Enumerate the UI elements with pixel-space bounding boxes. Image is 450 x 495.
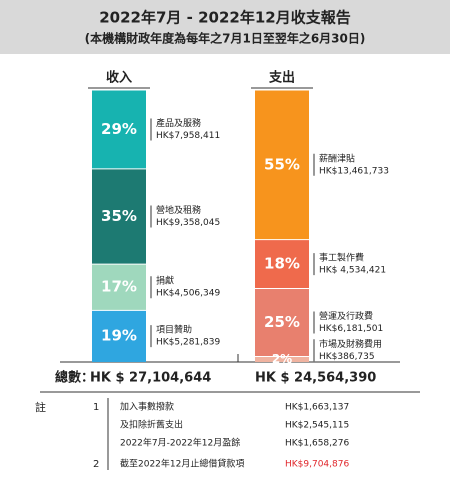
- segment-amount: HK$5,281,839: [156, 338, 220, 348]
- segment-amount: HK$4,506,349: [156, 289, 220, 299]
- note-text: 截至2022年12月止總借貸款項: [120, 458, 244, 470]
- segment-amount: HK$7,958,411: [156, 131, 220, 141]
- segment-percent: 18%: [264, 255, 300, 273]
- segment-percent: 2%: [272, 352, 292, 366]
- segment-percent: 25%: [264, 313, 300, 331]
- total-amount: HK $ 27,104,644: [90, 371, 211, 386]
- note-amount: HK$9,704,876: [285, 460, 349, 470]
- note-text: 2022年7月-2022年12月盈餘: [120, 437, 240, 449]
- total-amount: HK $ 24,564,390: [255, 371, 376, 386]
- segment-percent: 17%: [101, 278, 137, 296]
- title: 2022年7月 - 2022年12月收支報告: [99, 9, 350, 27]
- segment-amount: HK$386,735: [319, 352, 375, 362]
- note-number: 1: [93, 402, 99, 413]
- note-text: 加入事數撥款: [120, 401, 174, 413]
- segment-category: 市場及財務費用: [319, 338, 382, 350]
- header-band: [0, 0, 450, 54]
- note-amount: HK$1,658,276: [285, 439, 349, 449]
- subtitle: (本機構財政年度為每年之7月1日至翌年之6月30日): [85, 31, 366, 46]
- segment-amount: HK$9,358,045: [156, 218, 220, 228]
- notes-label: 註: [35, 401, 46, 414]
- segment-percent: 35%: [101, 207, 137, 225]
- segment-percent: 29%: [101, 120, 137, 138]
- note-text: 及扣除折舊支出: [120, 419, 183, 431]
- bar-segment: [255, 90, 309, 240]
- segment-category: 產品及服務: [156, 117, 201, 129]
- segment-category: 捐獻: [156, 275, 174, 287]
- bar-segment: [92, 168, 146, 265]
- segment-category: 項目贊助: [156, 324, 192, 336]
- bar-segment: [92, 264, 146, 311]
- note-amount: HK$1,663,137: [285, 403, 349, 413]
- segment-percent: 19%: [101, 327, 137, 345]
- note-number: 2: [93, 459, 99, 470]
- segment-amount: HK$13,461,733: [319, 166, 389, 176]
- segment-category: 薪酬津貼: [319, 152, 355, 164]
- bar-segment: [255, 239, 309, 289]
- column-header: 支出: [268, 70, 295, 86]
- totals-label: 總數：: [55, 370, 94, 386]
- segment-category: 營地及租務: [156, 204, 201, 216]
- bar-segment: [92, 90, 146, 169]
- segment-category: 事工製作費: [319, 252, 364, 264]
- bar-segment: [255, 288, 309, 357]
- segment-percent: 55%: [264, 155, 300, 173]
- column-header: 收入: [106, 70, 132, 86]
- bar-segment: [255, 356, 309, 362]
- segment-amount: HK$ 4,534,421: [319, 266, 386, 276]
- bar-segment: [92, 310, 146, 362]
- note-amount: HK$2,545,115: [285, 421, 349, 431]
- segment-amount: HK$6,181,501: [319, 324, 383, 334]
- segment-category: 營運及行政費: [319, 310, 373, 322]
